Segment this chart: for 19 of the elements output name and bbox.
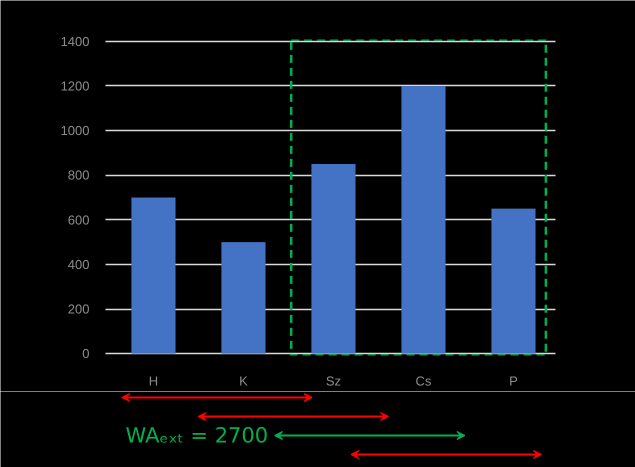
y-tick-label: 1200 (60, 78, 90, 94)
y-tick-label: 0 (82, 346, 90, 362)
x-tick-label: H (148, 374, 158, 388)
x-tick-label: P (509, 374, 518, 388)
x-tick-label: K (239, 374, 248, 388)
bar (491, 208, 536, 354)
bar (311, 164, 356, 354)
bar (221, 242, 266, 354)
x-tick-label: Sz (326, 374, 342, 388)
bar (131, 198, 176, 354)
y-tick-label: 800 (68, 168, 90, 183)
y-tick-label: 1000 (60, 123, 90, 138)
x-tick-label: Cs (416, 374, 432, 388)
y-tick-label: 400 (68, 256, 90, 272)
y-tick-label: 200 (68, 302, 90, 317)
y-tick-label: 1400 (60, 34, 90, 49)
text: WAₑₓₜ = 2700 (126, 424, 268, 448)
bar (401, 86, 446, 354)
y-tick-label: 600 (68, 212, 90, 228)
